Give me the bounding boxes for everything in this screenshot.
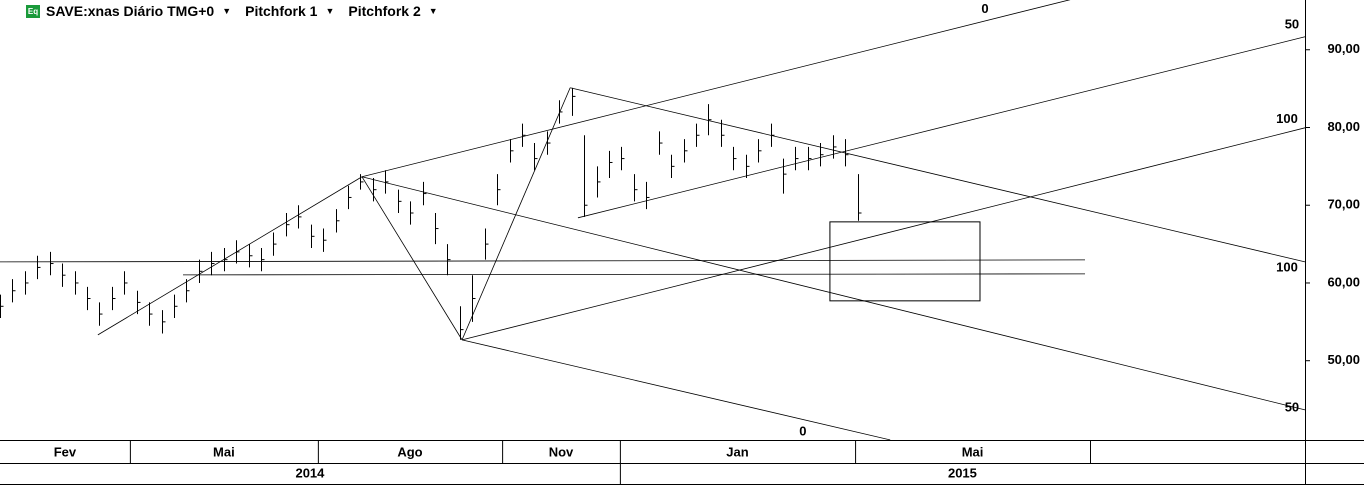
level-label: 100 <box>1276 111 1298 126</box>
month-label: Fev <box>54 444 77 459</box>
trend-line <box>461 87 571 341</box>
trend-line <box>97 176 363 336</box>
y-tick-label: 90,00 <box>1327 41 1360 56</box>
symbol-title[interactable]: SAVE:xnas Diário TMG+0 <box>46 3 215 19</box>
y-tick-label: 60,00 <box>1327 274 1360 289</box>
y-tick-label: 50,00 <box>1327 352 1360 367</box>
level-label: 50 <box>1285 16 1299 31</box>
level-label: 50 <box>1285 400 1299 415</box>
study-name[interactable]: Pitchfork 2 <box>348 3 421 19</box>
level-label: 0 <box>981 1 988 16</box>
trend-line <box>361 0 1071 178</box>
level-label: 100 <box>1276 260 1298 275</box>
trend-line <box>461 127 1306 341</box>
trend-line <box>361 176 1306 411</box>
trend-line <box>361 176 463 341</box>
month-label: Ago <box>397 444 422 459</box>
month-label: Mai <box>213 444 235 459</box>
month-label: Mai <box>962 444 984 459</box>
y-tick-label: 70,00 <box>1327 197 1360 212</box>
y-tick-label: 80,00 <box>1327 119 1360 134</box>
trend-line <box>570 87 1306 263</box>
year-label: 2014 <box>295 465 325 480</box>
chart-header: Eq SAVE:xnas Diário TMG+0 ▼ Pitchfork 1 ▼ … <box>26 3 448 19</box>
level-label: 0 <box>799 424 806 439</box>
trend-line <box>461 339 891 441</box>
year-label: 2015 <box>948 465 977 480</box>
dropdown-arrow[interactable]: ▼ <box>325 6 335 16</box>
month-label: Nov <box>549 444 574 459</box>
trend-line <box>0 259 1086 263</box>
study-name[interactable]: Pitchfork 1 <box>245 3 318 19</box>
trend-line <box>577 36 1306 219</box>
symbol-icon: Eq <box>26 4 40 18</box>
dropdown-arrow[interactable]: ▼ <box>222 6 232 16</box>
month-label: Jan <box>726 444 748 459</box>
trend-line <box>183 273 1086 276</box>
annotation-box <box>829 221 981 302</box>
dropdown-arrow[interactable]: ▼ <box>428 6 438 16</box>
